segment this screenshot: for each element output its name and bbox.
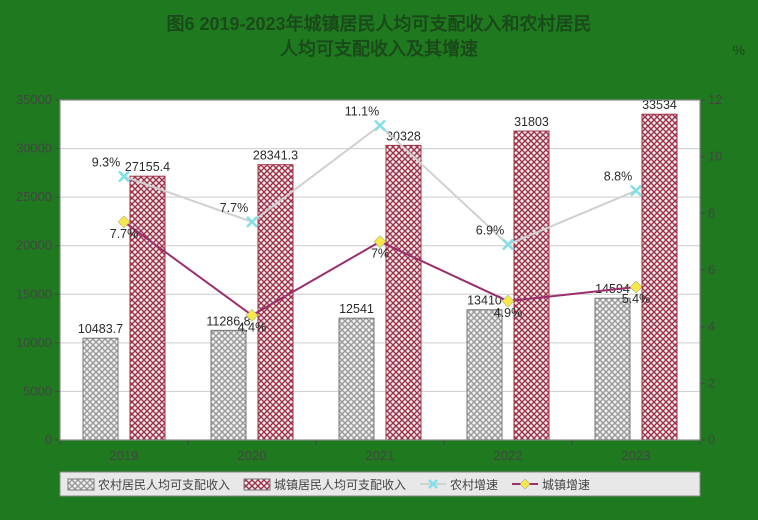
- x-tick-label: 2019: [110, 448, 139, 463]
- urban-growth-label: 5.4%: [622, 292, 651, 306]
- urban-growth-label: 4.4%: [238, 320, 267, 334]
- bar-rural: [467, 310, 502, 440]
- bar-rural-label: 10483.7: [78, 322, 123, 336]
- y-right-tick: 8: [708, 205, 715, 220]
- x-tick-label: 2020: [238, 448, 267, 463]
- y-left-tick: 15000: [16, 286, 52, 301]
- y-left-tick: 30000: [16, 141, 52, 156]
- rural-growth-label: 11.1%: [345, 105, 380, 119]
- y-left-tick: 25000: [16, 189, 52, 204]
- legend-swatch: [244, 479, 270, 490]
- y-right-tick: 0: [708, 432, 715, 447]
- y-right-tick: 6: [708, 262, 715, 277]
- rural-growth-label: 6.9%: [476, 224, 505, 238]
- bar-rural: [211, 330, 246, 440]
- bar-urban: [514, 131, 549, 440]
- x-tick-label: 2023: [622, 448, 651, 463]
- y-left-tick: 20000: [16, 238, 52, 253]
- y-right-tick: 10: [708, 149, 722, 164]
- y-left-tick: 0: [45, 432, 52, 447]
- legend-swatch: [68, 479, 94, 490]
- bar-rural: [83, 338, 118, 440]
- y-left-tick: 35000: [16, 92, 52, 107]
- y-right-tick: 2: [708, 375, 715, 390]
- urban-growth-label: 4.9%: [494, 306, 523, 320]
- bar-urban: [642, 114, 677, 440]
- bar-rural: [339, 318, 374, 440]
- right-axis-unit: %: [733, 42, 745, 58]
- rural-growth-label: 7.7%: [220, 201, 249, 215]
- chart-title-2: 人均可支配收入及其增速: [280, 38, 478, 59]
- chart-container: 图6 2019-2023年城镇居民人均可支配收入和农村居民人均可支配收入及其增速…: [0, 0, 758, 520]
- y-right-tick: 12: [708, 92, 722, 107]
- rural-growth-label: 8.8%: [604, 170, 633, 184]
- x-tick-label: 2022: [494, 448, 523, 463]
- bar-urban: [386, 145, 421, 440]
- legend-label: 农村居民人均可支配收入: [98, 478, 230, 492]
- bar-urban-label: 27155.4: [125, 160, 170, 174]
- legend-label: 农村增速: [450, 478, 498, 492]
- x-tick-label: 2021: [366, 448, 395, 463]
- bar-urban-label: 28341.3: [253, 149, 298, 163]
- bar-rural-label: 12541: [339, 302, 374, 316]
- chart-title-1: 图6 2019-2023年城镇居民人均可支配收入和农村居民: [166, 13, 591, 34]
- bar-urban-label: 31803: [514, 115, 549, 129]
- legend-label: 城镇居民人均可支配收入: [274, 478, 406, 492]
- bar-urban: [130, 176, 165, 440]
- urban-growth-label: 7%: [371, 247, 389, 261]
- y-right-tick: 4: [708, 319, 715, 334]
- urban-growth-label: 7.7%: [110, 227, 139, 241]
- chart-svg: 图6 2019-2023年城镇居民人均可支配收入和农村居民人均可支配收入及其增速…: [0, 0, 758, 520]
- y-left-tick: 10000: [16, 335, 52, 350]
- y-left-tick: 5000: [23, 383, 52, 398]
- legend-label: 城镇增速: [542, 478, 590, 492]
- bar-rural: [595, 298, 630, 440]
- rural-growth-label: 9.3%: [92, 156, 121, 170]
